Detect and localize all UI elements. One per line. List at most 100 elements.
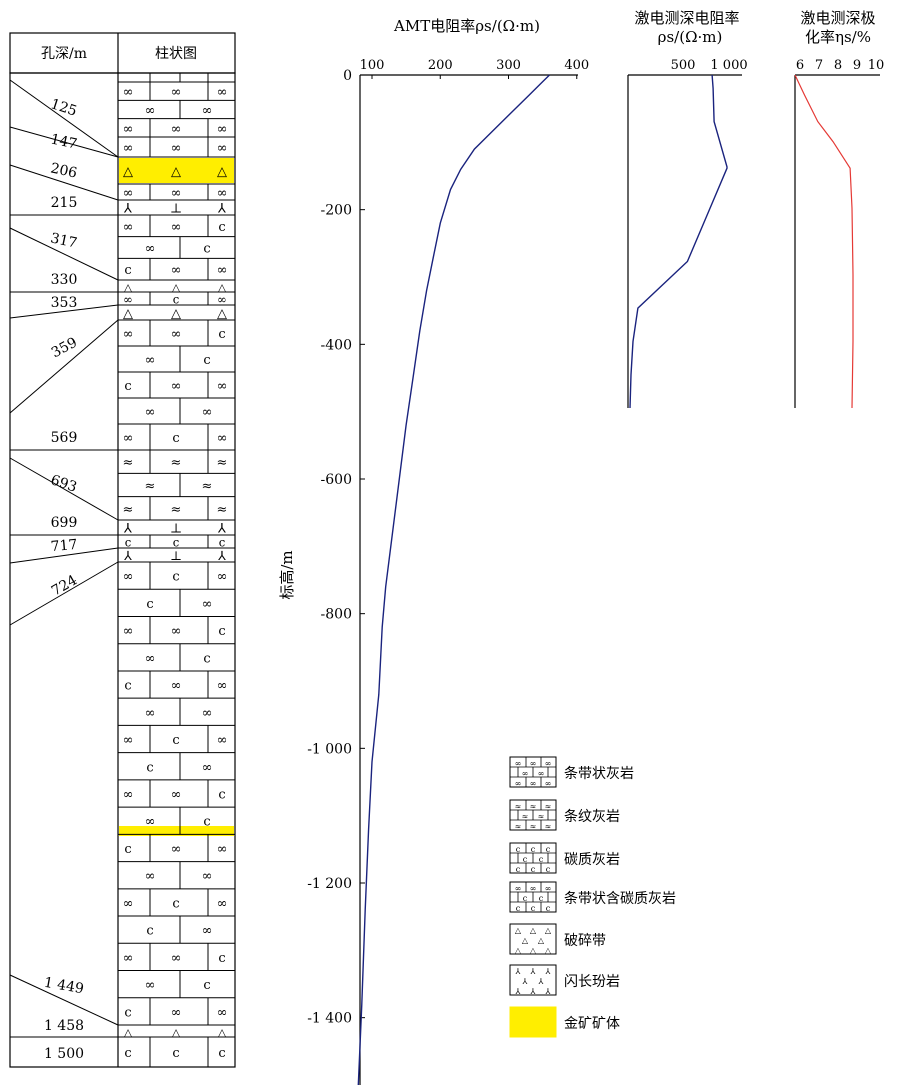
- log-symbol: c: [218, 220, 225, 235]
- log-symbol: △: [124, 281, 133, 294]
- log-symbol: ∞: [145, 242, 156, 257]
- log-symbol: c: [203, 978, 210, 993]
- svg-text:⅄: ⅄: [545, 967, 551, 976]
- log-symbol: ∞: [217, 733, 228, 748]
- log-symbol: ∞: [171, 842, 182, 857]
- legend-item-banded_ls: ∞ ∞ ∞∞ ∞∞ ∞ ∞条带状灰岩: [509, 756, 634, 788]
- svg-text:∞: ∞: [522, 769, 529, 778]
- depth-label: 1 458: [44, 1018, 84, 1034]
- column-header: 孔深/m 柱状图: [9, 32, 236, 74]
- log-symbol: c: [124, 1046, 131, 1061]
- amt-ytick-label: -400: [321, 337, 352, 353]
- log-symbol: ∞: [145, 978, 156, 993]
- log-symbol: ∞: [145, 405, 156, 420]
- amt-y-ticks: 0 -200 -400 -600 -800 -1 000 -1 200 -1 400: [307, 68, 365, 1027]
- log-layer-breccia: △ △ △: [118, 307, 235, 322]
- svg-text:⅄: ⅄: [522, 977, 528, 986]
- svg-text:c: c: [523, 894, 528, 903]
- svg-text:≈: ≈: [522, 812, 529, 821]
- legend-item-diorite: ⅄ ⅄ ⅄⅄ ⅄⅄ ⅄ ⅄闪长玢岩: [509, 964, 620, 996]
- eta-title-line1: 激电测深极: [800, 9, 875, 27]
- log-symbol: c: [218, 951, 225, 966]
- eta-xtick-label: 7: [815, 58, 823, 73]
- log-symbol: c: [146, 760, 153, 775]
- log-symbol: △: [171, 165, 181, 180]
- svg-text:∞: ∞: [545, 779, 552, 788]
- log-symbol: ∞: [123, 951, 134, 966]
- log-symbol: ≈: [123, 456, 134, 471]
- amt-xtick-label: 400: [564, 58, 589, 73]
- log-symbol: ∞: [217, 570, 228, 585]
- legend-label: 条带状灰岩: [564, 765, 634, 782]
- log-symbol: c: [172, 1046, 179, 1061]
- depth-label: 1 500: [44, 1046, 84, 1062]
- svg-text:∞: ∞: [538, 769, 545, 778]
- legend-label: 碳质灰岩: [564, 852, 620, 868]
- legend-label: 条纹灰岩: [564, 808, 620, 825]
- svg-text:≈: ≈: [538, 812, 545, 821]
- amt-ytick-label: -200: [321, 203, 352, 219]
- log-symbol: ∞: [123, 122, 134, 137]
- svg-text:△: △: [545, 946, 552, 955]
- log-symbol: ∞: [217, 379, 228, 394]
- log-symbol: ∞: [217, 263, 228, 278]
- log-symbol: ∞: [202, 706, 213, 721]
- log-symbol: c: [125, 536, 132, 550]
- depth-label: 206: [49, 160, 79, 181]
- log-layer-mixed: ∞ ∞ ∞: [118, 184, 235, 201]
- log-symbol: ∞: [202, 597, 213, 612]
- svg-text:c: c: [516, 904, 521, 913]
- svg-text:≈: ≈: [545, 802, 552, 811]
- log-symbol: ∞: [171, 679, 182, 694]
- log-symbol: c: [172, 896, 179, 911]
- log-symbol: △: [123, 307, 133, 322]
- depth-label: 693: [49, 472, 79, 495]
- depth-label: 330: [51, 272, 78, 288]
- svg-text:△: △: [515, 946, 522, 955]
- log-symbol: ∞: [145, 651, 156, 666]
- res-xtick-label: 1 000: [710, 58, 747, 73]
- log-symbol: ∞: [145, 706, 156, 721]
- eta-xtick-label: 8: [834, 58, 842, 73]
- amt-title: AMT电阻率ρs/(Ω·m): [393, 17, 540, 35]
- svg-text:∞: ∞: [515, 884, 522, 893]
- res-title-line1: 激电测深电阻率: [634, 9, 739, 27]
- log-symbol: ∞: [217, 122, 228, 137]
- svg-text:c: c: [539, 855, 544, 864]
- log-symbol: △: [172, 1026, 181, 1039]
- log-symbol: ∞: [123, 788, 134, 803]
- log-symbol: ∞: [202, 869, 213, 884]
- svg-text:∞: ∞: [530, 779, 537, 788]
- svg-text:∞: ∞: [515, 779, 522, 788]
- svg-text:c: c: [523, 855, 528, 864]
- log-symbol: ∞: [217, 141, 228, 156]
- svg-text:≈: ≈: [530, 822, 537, 831]
- log-symbol: ≈: [145, 479, 156, 494]
- log-symbol: ∞: [145, 869, 156, 884]
- svg-text:△: △: [530, 946, 537, 955]
- amt-xtick-label: 100: [360, 58, 385, 73]
- svg-text:∞: ∞: [530, 884, 537, 893]
- log-symbol: c: [146, 924, 153, 939]
- depth-header: 孔深/m: [41, 46, 87, 62]
- log-symbol: c: [124, 842, 131, 857]
- depth-label: 717: [50, 537, 78, 555]
- log-symbol: ∞: [171, 379, 182, 394]
- log-symbol: ∞: [171, 122, 182, 137]
- svg-text:c: c: [516, 865, 521, 874]
- log-symbol: c: [218, 327, 225, 342]
- log-symbol: c: [203, 815, 210, 830]
- log-symbol: c: [124, 679, 131, 694]
- eta-x-ticks: 6 7 8 9 10: [796, 58, 884, 73]
- amt-ytick-label: -1 000: [307, 741, 352, 757]
- ore-body-upper: [119, 158, 234, 183]
- log-symbol: ∞: [123, 431, 134, 446]
- log-symbol: ⅄: [123, 202, 132, 217]
- log-symbol: ≈: [202, 479, 213, 494]
- svg-text:c: c: [516, 845, 521, 854]
- eta-series-line: [794, 74, 854, 409]
- log-symbol: ≈: [123, 502, 134, 517]
